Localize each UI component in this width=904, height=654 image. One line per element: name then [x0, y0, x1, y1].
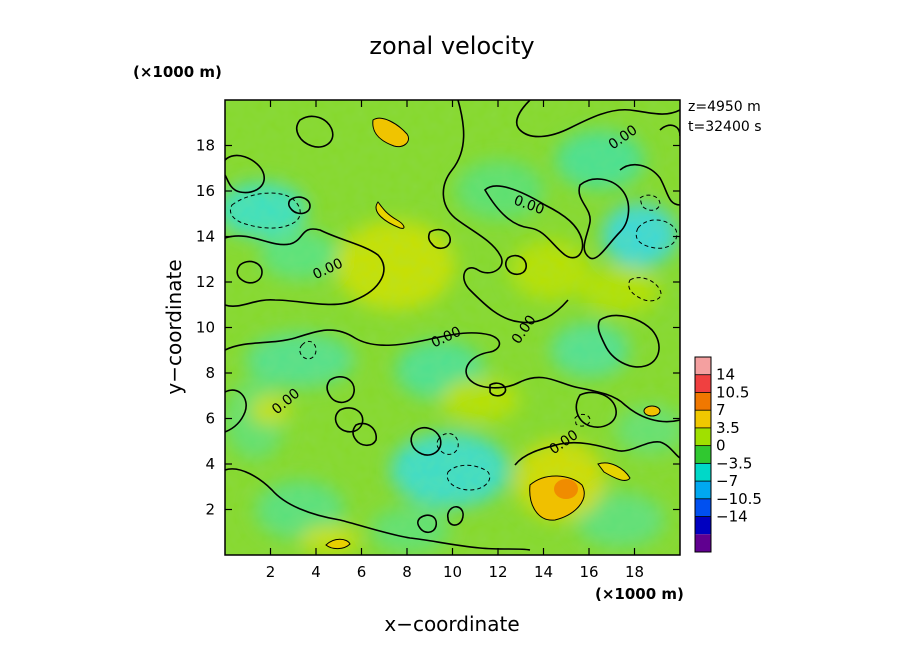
strong-patch-south	[326, 539, 350, 549]
negative-contour	[628, 277, 662, 302]
x-tick-label: 4	[311, 563, 321, 581]
colorbar-label: −14	[716, 508, 748, 526]
colorbar-swatch	[695, 498, 711, 517]
negative-contour	[446, 464, 491, 491]
x-tick-label: 16	[579, 563, 598, 581]
negative-contour	[299, 340, 317, 360]
zero-contour	[326, 376, 355, 404]
colorbar-label: 14	[716, 366, 735, 384]
colorbar-label: −7	[716, 472, 738, 490]
x-tick-label: 2	[266, 563, 276, 581]
x-axis-unit: (×1000 m)	[595, 585, 684, 603]
seven-contour	[325, 538, 351, 550]
colorbar-label: 7	[716, 401, 726, 419]
colorbar-label: 0	[716, 437, 726, 455]
y-axis: 2 4 6 8 10 12 14 16 18	[196, 137, 680, 519]
colorbar-swatch	[695, 357, 711, 375]
zero-contour	[334, 407, 364, 433]
chart-title: zonal velocity	[369, 32, 534, 60]
info-time: t=32400 s	[688, 119, 762, 135]
colorbar-frame	[694, 356, 712, 553]
zero-contour	[287, 196, 311, 215]
x-tick-label: 18	[625, 563, 644, 581]
zero-contour	[446, 505, 464, 526]
x-tick-label: 8	[402, 563, 412, 581]
seven-contour	[375, 201, 405, 229]
colorbar-swatch	[695, 463, 711, 482]
zero-contour	[483, 185, 584, 259]
zero-contour	[514, 441, 680, 466]
strong-patch-small	[644, 406, 660, 416]
strong-patch-east	[598, 462, 630, 481]
colorbar-swatch	[695, 481, 711, 499]
colorbar-swatch	[695, 516, 711, 535]
negative-contour	[436, 433, 459, 455]
zero-contour	[225, 228, 385, 307]
colorbar-swatch	[695, 410, 711, 428]
colorbar-label: −10.5	[716, 490, 762, 508]
colorbar-swatch	[695, 427, 711, 446]
x-tick-label: 6	[357, 563, 367, 581]
zero-contour	[416, 514, 438, 534]
x-tick-label: 12	[488, 563, 507, 581]
x-axis-title: x−coordinate	[384, 612, 519, 636]
zero-contour	[515, 100, 680, 138]
y-tick-label: 14	[196, 228, 215, 246]
zero-contour	[427, 228, 451, 250]
zero-contour	[352, 422, 377, 447]
seven-contour	[529, 475, 585, 521]
zero-contour	[597, 314, 660, 368]
zero-contour	[225, 389, 247, 433]
y-tick-label: 2	[205, 501, 215, 519]
zero-contours	[225, 100, 680, 551]
y-tick-label: 12	[196, 273, 215, 291]
negative-contour	[229, 192, 301, 229]
field-texture	[225, 100, 680, 555]
strong-patch-core	[554, 479, 578, 499]
colorbar-label: 3.5	[716, 419, 740, 437]
zero-contour	[410, 426, 442, 456]
x-tick-label: 14	[534, 563, 553, 581]
seven-contour	[372, 117, 409, 148]
colorbar-label: −3.5	[716, 454, 752, 472]
strong-patches	[326, 118, 660, 549]
info-block: z=4950 m t=32400 s	[688, 99, 762, 135]
colorbar-swatch	[695, 445, 711, 464]
y-axis-unit: (×1000 m)	[133, 63, 222, 81]
info-depth: z=4950 m	[688, 99, 761, 115]
x-axis: 2 4 6 8 10 12 14 16 18	[266, 100, 644, 581]
zero-contour	[296, 115, 334, 148]
plot-area: 0.000.000.00 0.000.000.000.00	[225, 100, 680, 555]
colorbar-swatch	[695, 374, 711, 393]
colorbar-swatch	[695, 392, 711, 411]
zero-contour	[225, 154, 265, 194]
negative-contour	[635, 219, 678, 249]
seven-contour	[643, 405, 661, 417]
zero-contour	[578, 178, 630, 260]
x-tick-label: 10	[443, 563, 462, 581]
zero-contour	[442, 100, 569, 324]
y-tick-label: 8	[205, 364, 215, 382]
y-tick-label: 6	[205, 410, 215, 428]
y-tick-label: 4	[205, 455, 215, 473]
colorbar-swatch	[695, 534, 711, 552]
y-axis-title: y−coordinate	[162, 259, 186, 394]
zero-contour	[575, 391, 617, 428]
zero-contour	[504, 254, 527, 276]
y-tick-label: 16	[196, 182, 215, 200]
seven-contours	[325, 117, 661, 550]
negative-contour	[639, 194, 661, 211]
zero-contour	[619, 163, 680, 206]
y-tick-label: 18	[196, 137, 215, 155]
zero-contour	[236, 260, 263, 284]
zero-contour	[489, 382, 507, 397]
seven-contour	[597, 462, 631, 481]
colorbar-label: 10.5	[716, 383, 749, 401]
zero-contour	[225, 468, 531, 551]
y-tick-label: 10	[196, 319, 215, 337]
negative-contours	[229, 192, 678, 491]
zero-contour	[225, 329, 680, 423]
